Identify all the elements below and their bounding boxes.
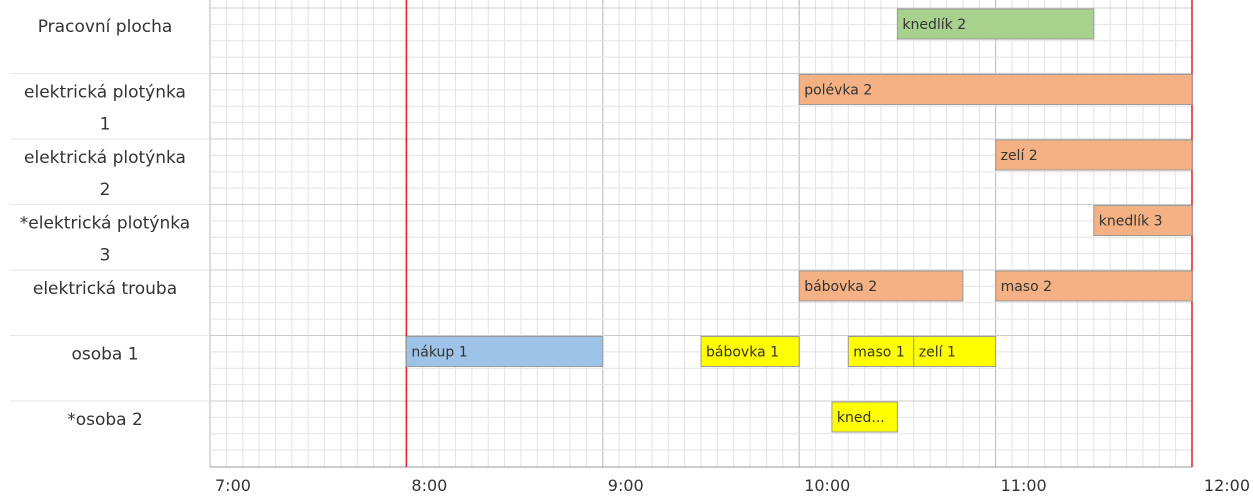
row-label-line: osoba 1 [71, 345, 138, 365]
row-label: Pracovní plocha [38, 17, 173, 37]
task-bar-label: zelí 2 [1001, 148, 1038, 164]
task-bar[interactable]: nákup 1 [406, 337, 602, 367]
x-tick-label: 8:00 [411, 476, 447, 495]
row-label-line: elektrická trouba [33, 279, 177, 299]
task-bar[interactable]: polévka 2 [799, 75, 1192, 105]
x-tick-label: 9:00 [608, 476, 644, 495]
x-tick-label: 7:00 [215, 476, 251, 495]
task-bar-label: bábovka 1 [706, 345, 779, 361]
task-bar-label: knedlík 2 [902, 17, 966, 33]
task-bar-label: maso 2 [1001, 279, 1052, 295]
row-label-line: 2 [100, 180, 111, 200]
task-bar[interactable]: maso 2 [996, 271, 1192, 301]
task-bar-label: bábovka 2 [804, 279, 877, 295]
grid [10, 0, 1192, 467]
row-label: elektrická plotýnka 2 [24, 148, 186, 200]
row-label: elektrická plotýnka 1 [24, 83, 186, 135]
x-tick-label: 11:00 [1001, 476, 1047, 495]
task-bar[interactable]: knedlík 3 [1094, 206, 1192, 236]
task-bar[interactable]: bábovka 2 [799, 271, 963, 301]
task-bar[interactable]: kned... [832, 402, 897, 432]
task-bar[interactable]: bábovka 1 [701, 337, 799, 367]
row-label-line: *osoba 2 [67, 410, 143, 430]
task-bar-label: knedlík 3 [1099, 214, 1163, 230]
task-bar[interactable]: zelí 2 [996, 140, 1192, 170]
row-label: *osoba 2 [67, 410, 143, 430]
task-bar[interactable]: zelí 1 [914, 337, 996, 367]
row-label-line: *elektrická plotýnka [20, 214, 190, 234]
row-label: osoba 1 [71, 345, 138, 365]
task-bar-label: kned... [837, 410, 885, 426]
row-label-line: 3 [100, 246, 111, 266]
x-tick-label: 12:00 [1204, 476, 1250, 495]
row-label-line: 1 [100, 115, 111, 135]
row-label-line: Pracovní plocha [38, 17, 173, 37]
task-bar-label: maso 1 [853, 345, 904, 361]
row-label: elektrická trouba [33, 279, 177, 299]
time-axis: 7:00 8:00 9:00 10:00 11:00 12:00 [215, 476, 1250, 495]
task-bar-label: nákup 1 [411, 345, 467, 361]
task-bar[interactable]: knedlík 2 [897, 9, 1093, 39]
task-bar[interactable]: maso 1 [848, 337, 913, 367]
row-label-line: elektrická plotýnka [24, 148, 186, 168]
task-bar-label: zelí 1 [919, 345, 956, 361]
task-bar-label: polévka 2 [804, 83, 872, 99]
x-tick-label: 10:00 [804, 476, 850, 495]
row-label: *elektrická plotýnka 3 [20, 214, 190, 266]
row-label-line: elektrická plotýnka [24, 83, 186, 103]
